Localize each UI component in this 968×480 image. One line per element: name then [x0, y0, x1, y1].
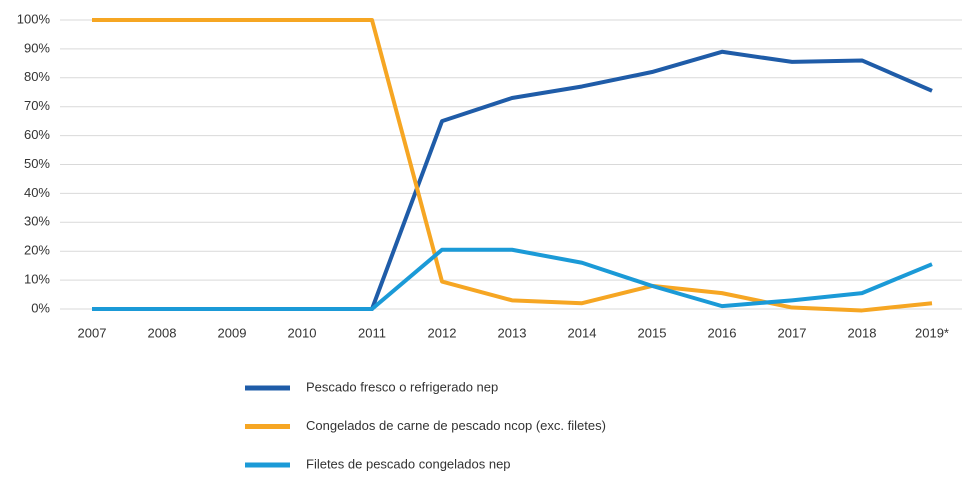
x-tick-label: 2011: [358, 325, 386, 340]
x-tick-label: 2012: [428, 325, 457, 340]
y-tick-label: 10%: [24, 272, 50, 287]
y-tick-label: 40%: [24, 185, 50, 200]
data-line: [92, 247, 933, 311]
x-tick-label: 2016: [708, 325, 737, 340]
data-line: [92, 18, 933, 313]
x-tick-label: 2017: [778, 325, 807, 340]
legend-label: Filetes de pescado congelados nep: [306, 456, 511, 471]
y-tick-label: 90%: [24, 40, 50, 55]
legend-label: Pescado fresco o refrigerado nep: [306, 379, 498, 394]
x-tick-label: 2010: [288, 325, 317, 340]
y-tick-label: 80%: [24, 69, 50, 84]
x-tick-label: 2015: [638, 325, 667, 340]
y-tick-label: 60%: [24, 127, 50, 142]
x-tick-label: 2008: [148, 325, 177, 340]
y-tick-label: 20%: [24, 243, 50, 258]
y-tick-label: 70%: [24, 98, 50, 113]
data-line: [92, 49, 933, 311]
x-tick-label: 2018: [848, 325, 877, 340]
x-tick-label: 2007: [78, 325, 107, 340]
x-tick-label: 2009: [218, 325, 247, 340]
y-tick-label: 100%: [17, 11, 51, 26]
legend-label: Congelados de carne de pescado ncop (exc…: [306, 418, 606, 433]
x-tick-label: 2013: [498, 325, 527, 340]
y-tick-label: 50%: [24, 156, 50, 171]
x-tick-label: 2014: [568, 325, 597, 340]
y-tick-label: 0%: [31, 300, 50, 315]
y-tick-label: 30%: [24, 214, 50, 229]
x-tick-label: 2019*: [915, 325, 949, 340]
